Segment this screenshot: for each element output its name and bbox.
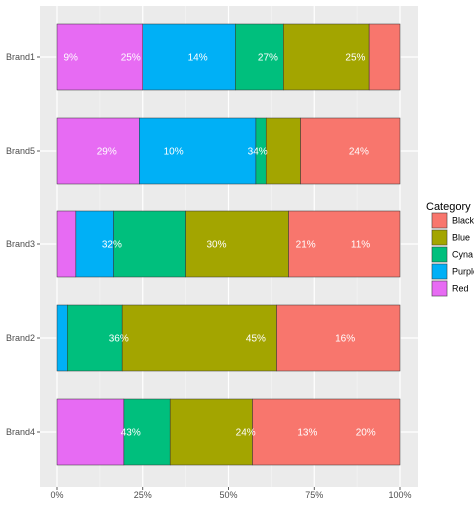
bars-layer: [56, 23, 401, 466]
data-label: 32%: [102, 240, 122, 251]
bar-segment-purple: [139, 117, 257, 185]
data-label: 21%: [296, 240, 316, 251]
y-tick-label: Brand1: [6, 52, 35, 62]
data-label: 9%: [63, 53, 78, 64]
bar-segment-purple: [56, 304, 68, 372]
bar-segment-red: [56, 117, 140, 185]
bar-segment-blue: [185, 210, 289, 278]
y-axis: Brand1 Brand5 Brand3 Brand2 Brand4: [6, 52, 40, 437]
bar-segment-blue: [265, 117, 301, 185]
x-tick-label: 0%: [50, 490, 63, 500]
legend-label: Blue: [452, 233, 470, 243]
y-tick-label: Brand2: [6, 333, 35, 343]
bar-segment-red: [56, 398, 125, 466]
bar-segment-black: [252, 398, 401, 466]
legend-title: Category: [426, 201, 471, 213]
x-tick-label: 50%: [219, 490, 237, 500]
data-label: 34%: [248, 147, 268, 158]
y-tick-label: Brand5: [6, 146, 35, 156]
data-label: 25%: [345, 53, 365, 64]
bar-segment-black: [288, 210, 401, 278]
legend-label: Purple: [452, 267, 474, 277]
x-tick-label: 25%: [134, 490, 152, 500]
bar-segment-cyna: [235, 23, 284, 91]
data-label: 27%: [258, 53, 278, 64]
x-tick-label: 100%: [388, 490, 411, 500]
legend-key-black: [431, 212, 448, 229]
legend: Category Black Blue Cyna Purple Red: [426, 201, 474, 297]
y-tick-label: Brand3: [6, 239, 35, 249]
bar-segment-black: [276, 304, 401, 372]
data-label: 24%: [349, 147, 369, 158]
x-axis: 0% 25% 50% 75% 100%: [50, 487, 412, 500]
data-label: 16%: [335, 334, 355, 345]
bar-segment-blue: [169, 398, 253, 466]
bar-segment-cyna: [113, 210, 186, 278]
bar-segment-black: [368, 23, 401, 91]
legend-label: Cyna: [452, 250, 473, 260]
bar-segment-cyna: [67, 304, 123, 372]
data-label: 20%: [356, 428, 376, 439]
data-label: 30%: [206, 240, 226, 251]
bar-segment-red: [56, 210, 77, 278]
data-label: 13%: [297, 428, 317, 439]
data-label: 10%: [164, 147, 184, 158]
bar-segment-purple: [75, 210, 114, 278]
data-label: 25%: [121, 53, 141, 64]
y-tick-label: Brand4: [6, 427, 35, 437]
bar-segment-red: [56, 23, 143, 91]
data-label: 14%: [188, 53, 208, 64]
data-label: 11%: [351, 240, 370, 251]
x-tick-label: 75%: [305, 490, 323, 500]
bar-segment-black: [300, 117, 401, 185]
bar-segment-blue: [283, 23, 370, 91]
data-label: 36%: [109, 334, 129, 345]
legend-label: Black: [452, 216, 474, 226]
data-label: 29%: [97, 147, 117, 158]
data-label: 43%: [121, 428, 141, 439]
legend-key-red: [431, 280, 448, 297]
bar-segment-purple: [142, 23, 236, 91]
legend-key-cyna: [431, 246, 448, 263]
legend-key-blue: [431, 229, 448, 246]
data-label: 24%: [236, 428, 256, 439]
data-label: 45%: [246, 334, 266, 345]
data-labels: 9% 25% 14% 27% 25% 29% 10% 34% 24% 32% 30% 21% 11% 36…: [63, 53, 375, 439]
legend-label: Red: [452, 284, 469, 294]
legend-key-purple: [431, 263, 448, 280]
bar-segment-blue: [121, 304, 277, 372]
